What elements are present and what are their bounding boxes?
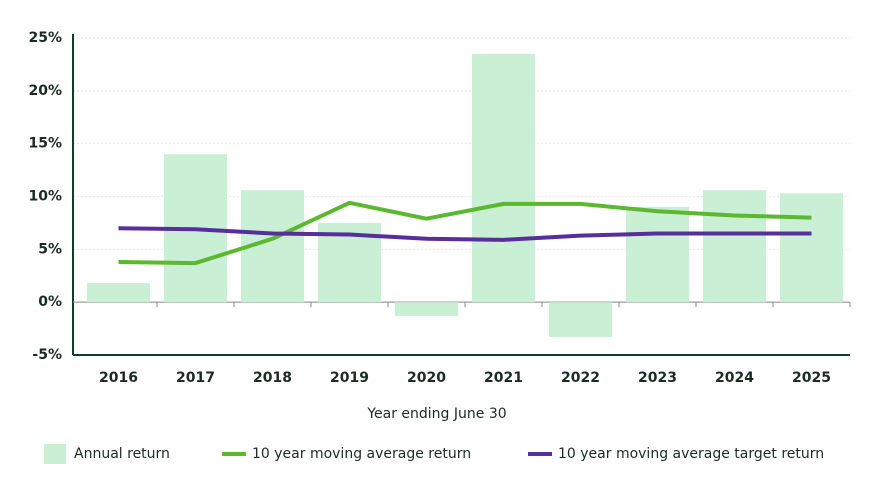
legend-label: Annual return bbox=[74, 446, 170, 462]
y-tick-label: 25% bbox=[28, 30, 62, 46]
x-tick-label: 2017 bbox=[176, 370, 215, 386]
x-tick-label: 2020 bbox=[407, 370, 446, 386]
x-tick-label: 2024 bbox=[715, 370, 754, 386]
bar bbox=[702, 190, 767, 303]
x-axis-label: Year ending June 30 bbox=[366, 406, 506, 422]
y-tick-label: 20% bbox=[28, 83, 62, 99]
x-tick-label: 2019 bbox=[330, 370, 369, 386]
legend-swatch bbox=[44, 444, 66, 464]
x-tick-label: 2018 bbox=[253, 370, 292, 386]
line bbox=[118, 200, 812, 266]
bar bbox=[394, 302, 459, 316]
bar bbox=[471, 53, 536, 303]
bar bbox=[86, 283, 151, 303]
x-tick-label: 2021 bbox=[484, 370, 523, 386]
x-tick-label: 2025 bbox=[792, 370, 831, 386]
y-tick-label: 5% bbox=[38, 241, 62, 257]
y-tick-label: 10% bbox=[28, 189, 62, 205]
bar bbox=[625, 207, 690, 303]
bar bbox=[548, 302, 613, 338]
x-tick-label: 2016 bbox=[99, 370, 138, 386]
legend-label: 10 year moving average return bbox=[252, 446, 471, 462]
legend-label: 10 year moving average target return bbox=[558, 446, 824, 462]
y-tick-label: 15% bbox=[28, 136, 62, 152]
line bbox=[118, 226, 812, 242]
y-tick-label: -5% bbox=[32, 347, 62, 363]
y-tick-label: 0% bbox=[38, 294, 62, 310]
bar bbox=[779, 193, 844, 303]
x-tick-label: 2022 bbox=[561, 370, 600, 386]
x-tick-label: 2023 bbox=[638, 370, 677, 386]
